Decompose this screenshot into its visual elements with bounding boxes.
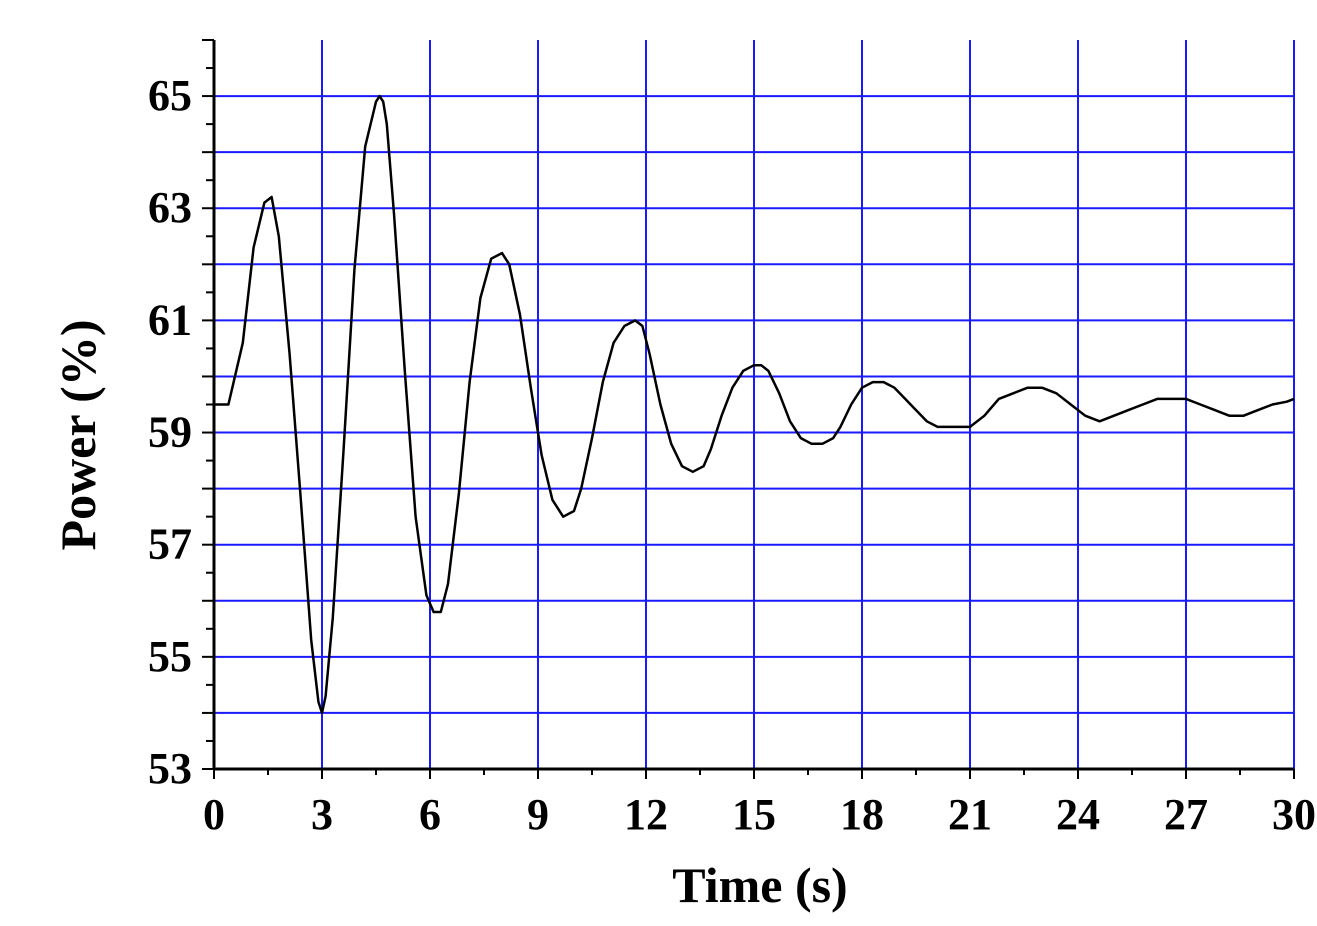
y-tick-label: 55 bbox=[148, 632, 192, 681]
y-axis-label: Power (%) bbox=[50, 320, 106, 551]
series-layer bbox=[214, 94, 1295, 715]
x-axis-label: Time (s) bbox=[672, 857, 847, 913]
x-tick-label: 3 bbox=[311, 790, 333, 839]
x-tick-label: 12 bbox=[624, 790, 668, 839]
x-tick-label: 9 bbox=[527, 790, 549, 839]
x-tick-labels: 0 3 6 9 12 15 18 21 24 27 30 bbox=[203, 790, 1316, 839]
x-tick-label: 24 bbox=[1056, 790, 1100, 839]
x-tick-label: 6 bbox=[419, 790, 441, 839]
x-tick-label: 27 bbox=[1164, 790, 1208, 839]
tick-marks bbox=[202, 39, 1295, 779]
x-tick-label: 15 bbox=[732, 790, 776, 839]
x-tick-label: 18 bbox=[840, 790, 884, 839]
x-tick-label: 30 bbox=[1272, 790, 1316, 839]
y-tick-label: 63 bbox=[148, 183, 192, 232]
y-tick-label: 65 bbox=[148, 71, 192, 120]
y-tick-label: 59 bbox=[148, 408, 192, 457]
y-tick-label: 53 bbox=[148, 744, 192, 793]
y-tick-label: 61 bbox=[148, 295, 192, 344]
y-tick-label: 57 bbox=[148, 520, 192, 569]
grid bbox=[214, 40, 1295, 769]
x-tick-label: 0 bbox=[203, 790, 225, 839]
power-series-line bbox=[214, 94, 1295, 715]
x-tick-label: 21 bbox=[948, 790, 992, 839]
y-tick-labels: 53 55 57 59 61 63 65 bbox=[148, 71, 192, 793]
